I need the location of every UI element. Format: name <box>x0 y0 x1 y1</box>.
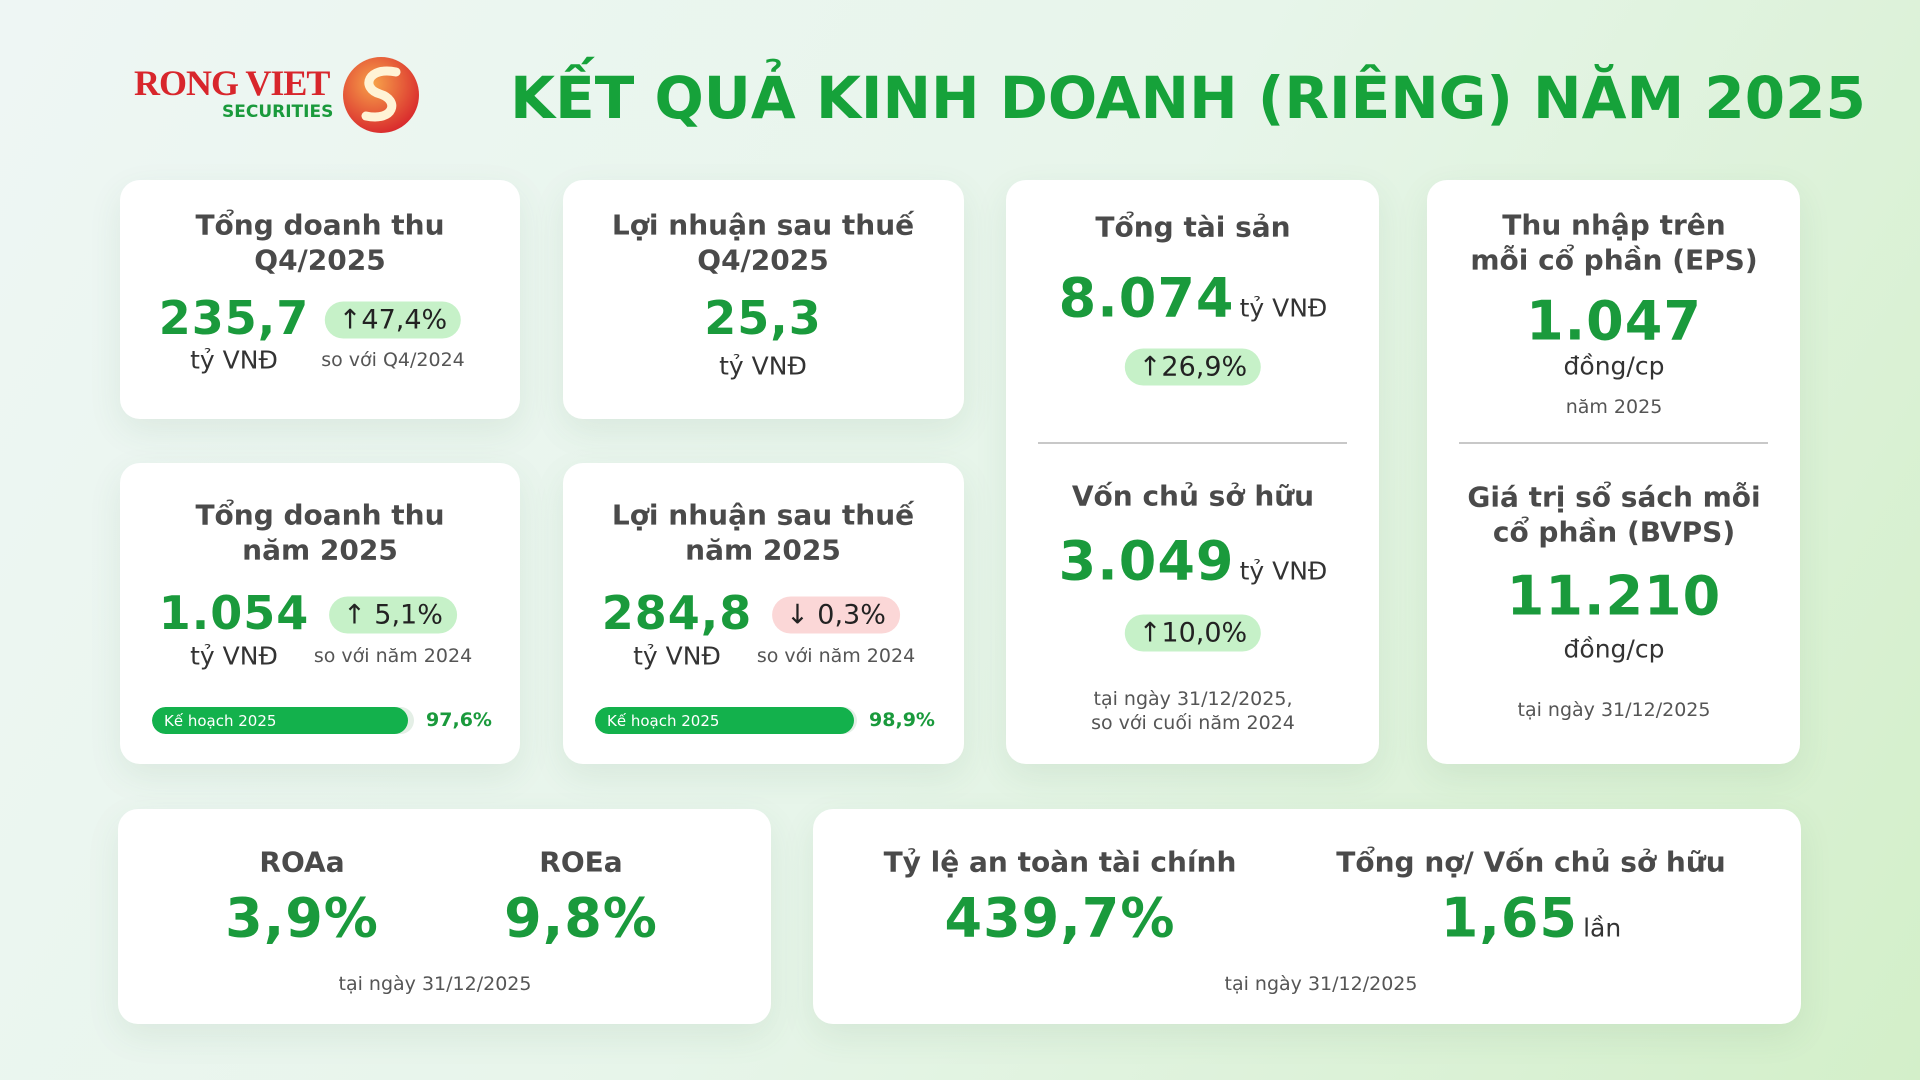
card-title: Tổng doanh thu <box>195 208 445 242</box>
divider <box>1038 442 1347 444</box>
card-title: Tổng tài sản <box>1095 210 1291 244</box>
unit: tỷ VNĐ <box>719 351 807 381</box>
card-title: Tổng doanh thu <box>195 498 445 532</box>
value: 3.049 <box>1058 529 1235 593</box>
value: 8.074 <box>1058 266 1235 330</box>
plan-bar <box>595 707 855 734</box>
value: 3,9% <box>225 886 379 950</box>
value-row: 8.074 tỷ VNĐ <box>1059 267 1328 330</box>
value: 11.210 <box>1506 564 1722 628</box>
value-row: 3.049 tỷ VNĐ <box>1059 530 1328 593</box>
card: Thu nhập trên mỗi cổ phần (EPS) 1.047 đồ… <box>1427 180 1800 764</box>
change: ↓ 0,3% <box>772 596 900 634</box>
card: ROAa 3,9% ROEa 9,8% tại ngày 31/12/2025 <box>118 809 771 1024</box>
card-title: Lợi nhuận sau thuế <box>611 498 915 532</box>
logo: RONG VIET SECURITIES <box>130 48 430 138</box>
note: so với cuối năm 2024 <box>1091 712 1295 734</box>
logo-name: RONG VIET <box>134 63 330 103</box>
card-title: năm 2025 <box>685 533 841 567</box>
value-row: 1,65 lần <box>1441 887 1621 950</box>
value: 235,7 <box>158 291 310 345</box>
value: 284,8 <box>601 586 753 640</box>
card: Tỷ lệ an toàn tài chính 439,7% Tổng nợ/ … <box>813 809 1801 1024</box>
plan-track: Kế hoạch 2025 <box>595 707 857 734</box>
unit: đồng/cp <box>1563 351 1665 381</box>
change-note: so với năm 2024 <box>756 645 916 667</box>
change: ↑26,9% <box>1124 348 1262 386</box>
unit: đồng/cp <box>1563 634 1665 664</box>
card-title: Thu nhập trên <box>1502 208 1726 242</box>
card-title: Tỷ lệ an toàn tài chính <box>883 845 1237 879</box>
card-title: Vốn chủ sở hữu <box>1071 479 1315 513</box>
unit: tỷ VNĐ <box>190 641 278 671</box>
card-title: Q4/2025 <box>697 243 829 277</box>
card-title: cổ phần (BVPS) <box>1492 515 1736 549</box>
unit: tỷ VNĐ <box>1239 556 1328 586</box>
card-title: mỗi cổ phần (EPS) <box>1470 243 1758 277</box>
page-title: KẾT QUẢ KINH DOANH (RIÊNG) NĂM 2025 <box>510 64 1866 132</box>
value: 1,65 <box>1440 886 1579 950</box>
logo-subtitle: SECURITIES <box>222 102 334 122</box>
unit: tỷ VNĐ <box>1239 293 1328 323</box>
card: Tổng tài sản 8.074 tỷ VNĐ ↑26,9% Vốn chủ… <box>1006 180 1379 764</box>
card-title: ROEa <box>539 845 623 879</box>
logo-emblem <box>343 57 419 133</box>
change: ↑10,0% <box>1124 614 1262 652</box>
card-title: Q4/2025 <box>254 243 386 277</box>
unit: tỷ VNĐ <box>190 345 278 375</box>
card-title: Tổng nợ/ Vốn chủ sở hữu <box>1336 845 1726 879</box>
unit: tỷ VNĐ <box>633 641 721 671</box>
note: tại ngày 31/12/2025 <box>338 973 532 995</box>
unit: lần <box>1583 913 1622 943</box>
card: Tổng doanh thu năm 2025 1.054 tỷ VNĐ ↑ 5… <box>120 463 520 764</box>
change: ↑ 5,1% <box>329 596 457 634</box>
card: Lợi nhuận sau thuế năm 2025 284,8 tỷ VNĐ… <box>563 463 964 764</box>
plan-bar <box>152 707 408 734</box>
plan-label: Kế hoạch 2025 <box>607 711 720 730</box>
card-title: Giá trị sổ sách mỗi <box>1467 480 1761 514</box>
note: tại ngày 31/12/2025 <box>1517 699 1711 721</box>
value: 9,8% <box>504 886 658 950</box>
plan-value: 97,6% <box>426 709 492 731</box>
plan-value: 98,9% <box>869 709 935 731</box>
change-note: so với năm 2024 <box>313 645 473 667</box>
note: tại ngày 31/12/2025, <box>1093 688 1293 710</box>
card-title: năm 2025 <box>242 533 398 567</box>
card-title: Lợi nhuận sau thuế <box>611 208 915 242</box>
card: Tổng doanh thu Q4/2025 235,7 tỷ VNĐ ↑47,… <box>120 180 520 419</box>
value: 1.054 <box>158 586 310 640</box>
note: năm 2025 <box>1565 396 1663 418</box>
change: ↑47,4% <box>324 301 462 339</box>
value: 25,3 <box>704 291 822 345</box>
note: tại ngày 31/12/2025 <box>1224 973 1418 995</box>
divider <box>1459 442 1768 444</box>
plan-track: Kế hoạch 2025 <box>152 707 414 734</box>
plan-label: Kế hoạch 2025 <box>164 711 277 730</box>
change-note: so với Q4/2024 <box>321 349 465 371</box>
card: Lợi nhuận sau thuế Q4/2025 25,3 tỷ VNĐ <box>563 180 964 419</box>
card-title: ROAa <box>259 845 345 879</box>
value: 1.047 <box>1526 289 1702 353</box>
value: 439,7% <box>944 886 1176 950</box>
